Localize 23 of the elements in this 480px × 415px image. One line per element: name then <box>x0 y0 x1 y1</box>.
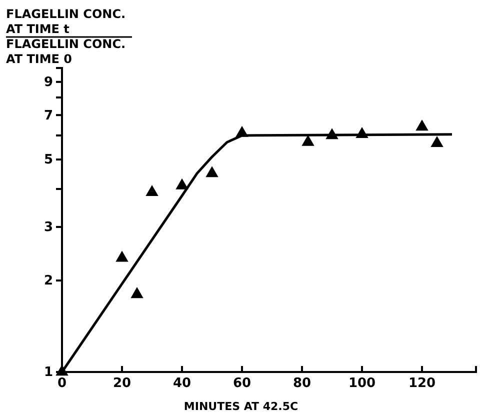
point <box>206 166 218 178</box>
point <box>302 134 314 146</box>
point <box>430 136 444 148</box>
x-tick-label: 20 <box>112 376 132 392</box>
y-tick-label: 5 <box>44 152 53 168</box>
x-axis-title: MINUTES AT 42.5C <box>184 400 298 413</box>
y-tick-label: 9 <box>44 75 53 90</box>
x-tick-label: 60 <box>232 376 252 392</box>
y-tick-label: 3 <box>44 220 53 236</box>
point <box>130 287 144 298</box>
x-tick-label: 40 <box>172 376 192 392</box>
x-tick-label: 120 <box>408 376 436 392</box>
point <box>116 250 128 262</box>
x-tick-label: 0 <box>57 376 67 392</box>
point <box>176 178 188 190</box>
point <box>146 184 158 196</box>
y-tick-label: 7 <box>44 108 53 124</box>
y-axis-title: FLAGELLIN CONC. AT TIME t FLAGELLIN CONC. AT TIME 0 <box>6 7 126 66</box>
point <box>416 120 428 131</box>
x-tick-label: 80 <box>292 376 312 392</box>
y-tick-label: 2 <box>44 274 53 289</box>
x-tick-label: 100 <box>348 376 376 392</box>
y-tick-label: 1 <box>44 365 53 380</box>
